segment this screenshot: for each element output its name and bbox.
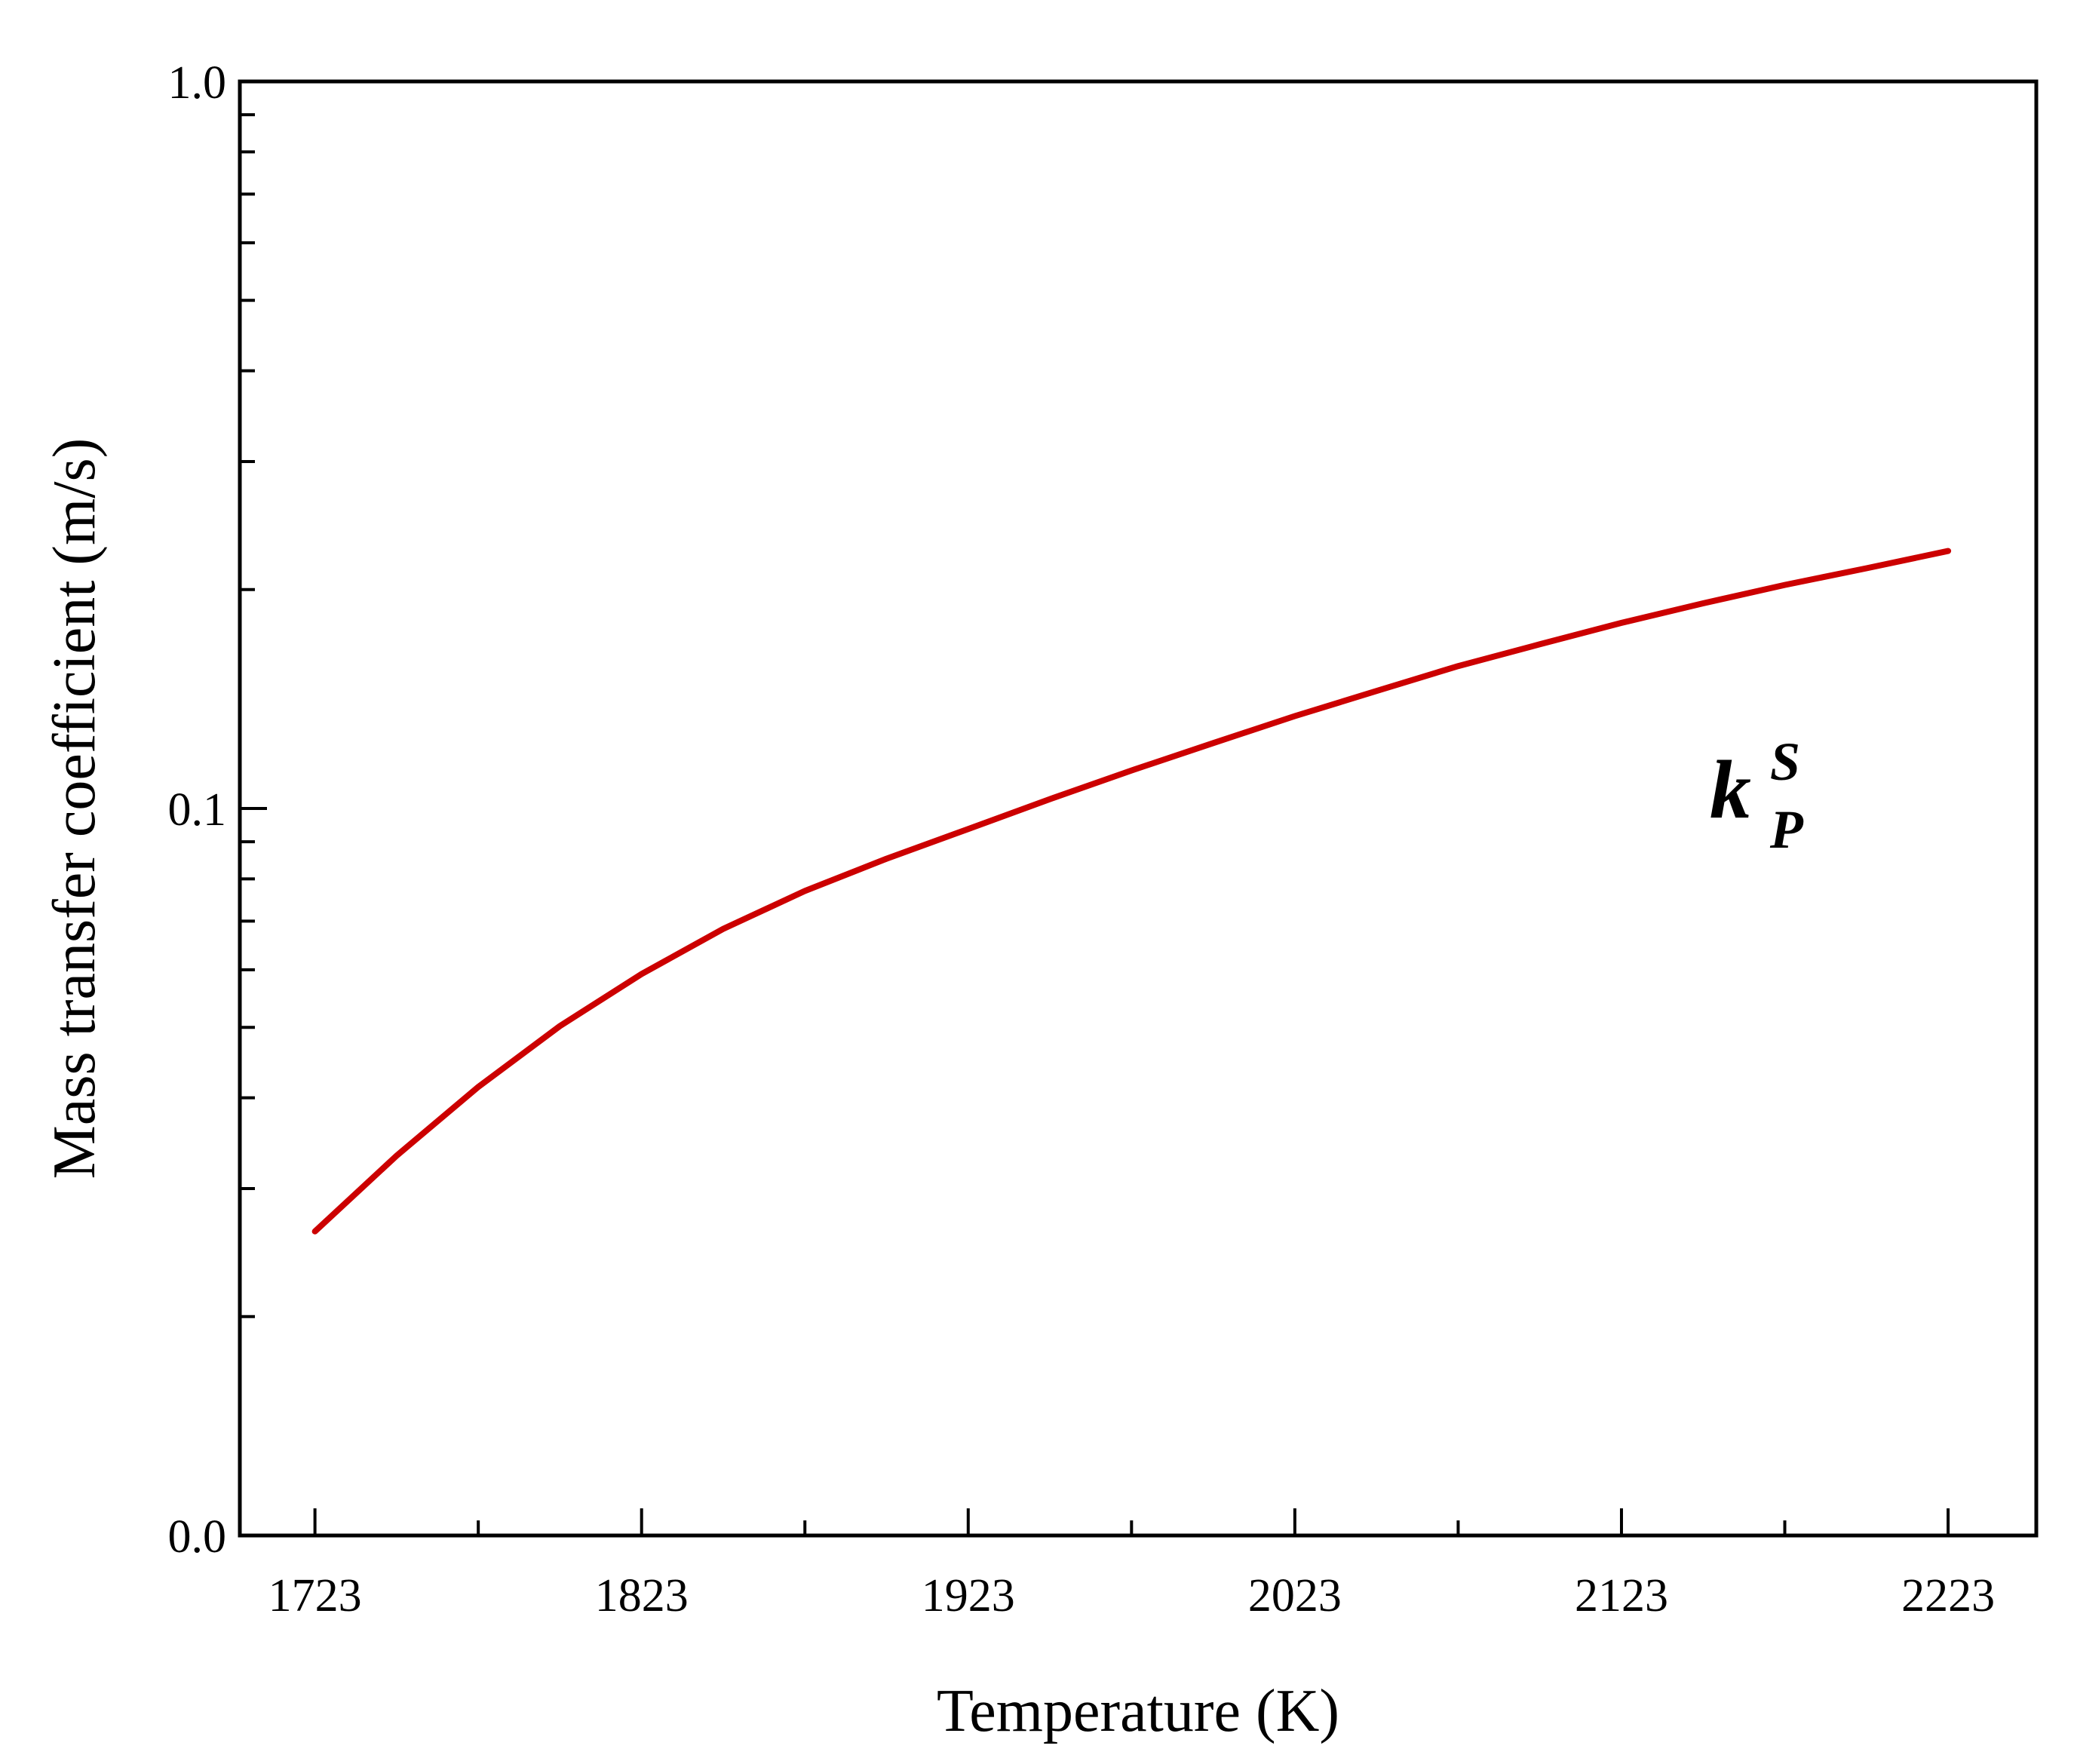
x-axis-label: Temperature (K)	[937, 1678, 1339, 1744]
series-line	[311, 548, 1952, 1235]
x-tick-label: 2123	[1575, 1570, 1668, 1621]
x-tick-label: 2223	[1901, 1570, 1995, 1621]
series-annotation: k S P	[1710, 732, 1804, 860]
x-tick-label: 2023	[1248, 1570, 1342, 1621]
y-tick-label: 0.1	[168, 784, 227, 836]
x-tick-label: 1823	[595, 1570, 689, 1621]
x-tick-label: 1923	[922, 1570, 1015, 1621]
annotation-subscript: P	[1769, 799, 1804, 860]
annotation-superscript: S	[1770, 732, 1800, 792]
x-tick-label: 1723	[268, 1570, 362, 1621]
y-tick-label: 0.0	[168, 1511, 227, 1563]
y-tick-label: 1.0	[168, 57, 227, 109]
axis-ticks	[240, 80, 1950, 1537]
annotation-main: k	[1710, 744, 1751, 836]
y-axis-label: Mass transfer coefficient (m/s)	[41, 438, 108, 1180]
tick-labels: 1723 1823 1923 2023 2123 2223 0.0 0.1 1.0	[168, 57, 1996, 1621]
plot-frame	[238, 79, 2039, 1538]
